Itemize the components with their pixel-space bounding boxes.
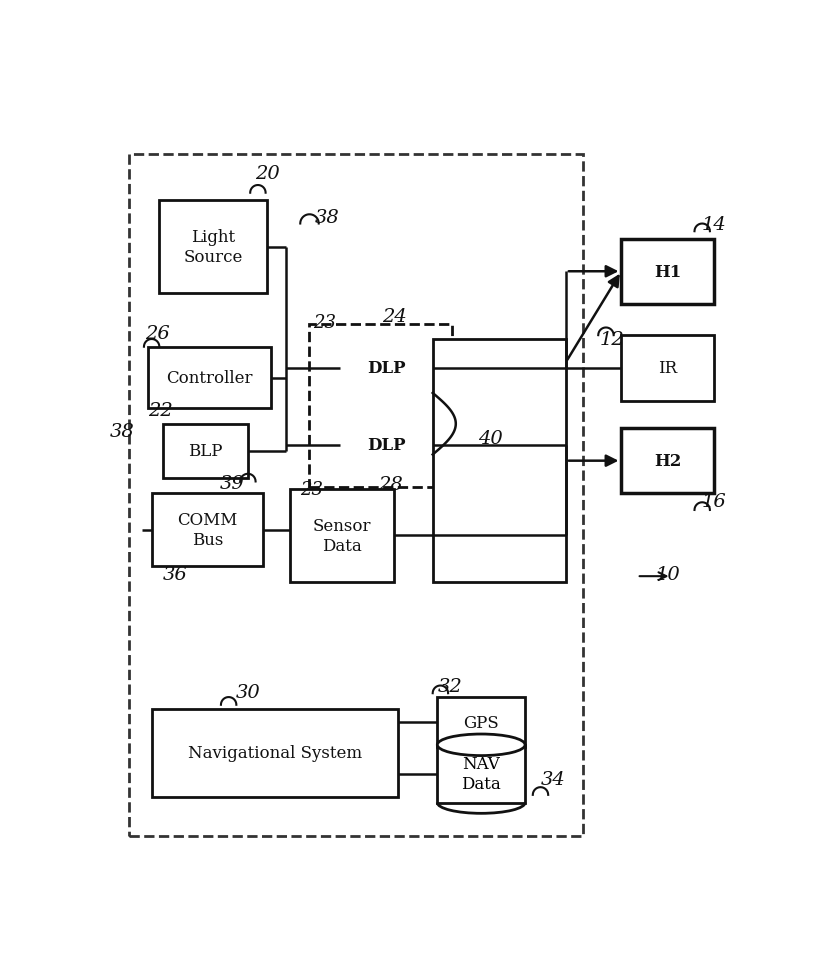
Text: 36: 36 xyxy=(162,565,187,583)
Bar xyxy=(148,347,271,409)
Text: 10: 10 xyxy=(655,565,680,583)
Text: DLP: DLP xyxy=(367,360,406,377)
Text: BLP: BLP xyxy=(189,443,222,460)
Bar xyxy=(151,494,263,566)
Text: 26: 26 xyxy=(146,325,170,342)
Text: 30: 30 xyxy=(236,683,261,701)
Text: 20: 20 xyxy=(255,165,280,183)
Bar xyxy=(437,697,525,747)
Text: 28: 28 xyxy=(378,475,403,493)
Bar xyxy=(433,339,566,582)
Ellipse shape xyxy=(437,734,525,756)
Text: 32: 32 xyxy=(438,677,463,694)
Text: H2: H2 xyxy=(654,452,681,469)
Bar xyxy=(621,335,714,401)
Bar xyxy=(290,490,394,582)
Bar xyxy=(151,709,398,797)
Text: H1: H1 xyxy=(654,264,681,281)
Bar xyxy=(160,201,267,293)
Text: 34: 34 xyxy=(541,771,566,788)
Text: NAV
Data: NAV Data xyxy=(461,756,501,792)
Text: IR: IR xyxy=(658,360,677,377)
Text: 16: 16 xyxy=(701,492,726,511)
Text: 12: 12 xyxy=(600,331,624,348)
Bar xyxy=(309,325,452,487)
Bar xyxy=(340,339,433,397)
Bar xyxy=(128,156,583,836)
Bar xyxy=(163,424,248,478)
Text: Controller: Controller xyxy=(166,370,252,386)
Text: 14: 14 xyxy=(701,215,726,234)
Text: 38: 38 xyxy=(315,209,340,227)
Text: Light
Source: Light Source xyxy=(184,229,243,266)
Text: 23: 23 xyxy=(313,314,337,332)
Text: 22: 22 xyxy=(149,401,174,420)
Text: 40: 40 xyxy=(478,429,503,447)
Text: COMM
Bus: COMM Bus xyxy=(177,511,237,549)
Bar xyxy=(621,240,714,305)
Text: GPS: GPS xyxy=(463,714,499,731)
Text: 23: 23 xyxy=(300,480,323,499)
Text: 24: 24 xyxy=(382,308,407,326)
Bar xyxy=(340,417,433,474)
Text: Sensor
Data: Sensor Data xyxy=(313,517,371,555)
Text: 39: 39 xyxy=(220,474,245,493)
Text: Navigational System: Navigational System xyxy=(188,744,362,762)
Bar xyxy=(437,745,525,803)
Text: 38: 38 xyxy=(110,422,135,441)
Bar xyxy=(621,428,714,494)
Text: DLP: DLP xyxy=(367,437,406,454)
